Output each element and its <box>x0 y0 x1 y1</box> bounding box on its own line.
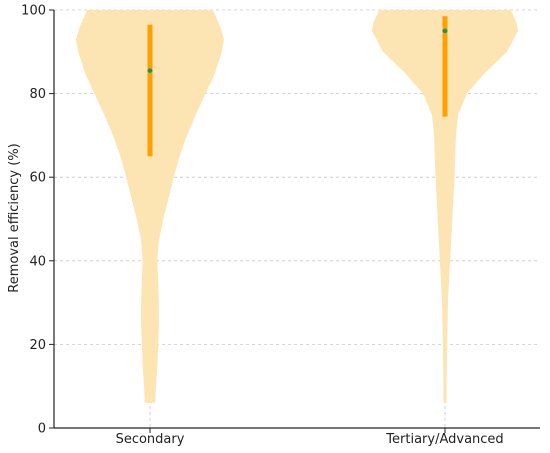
y-tick-label: 40 <box>29 254 46 269</box>
y-tick-label: 100 <box>21 4 46 19</box>
y-axis-label: Removal efficiency (%) <box>7 143 22 293</box>
iqr-bar <box>147 24 153 157</box>
iqr-bar <box>442 16 448 117</box>
y-tick-label: 0 <box>38 422 46 437</box>
x-ticks: Secondary Tertiary/Advanced <box>116 428 504 447</box>
y-tick-label: 60 <box>29 171 46 186</box>
y-tick-label: 80 <box>29 87 46 102</box>
axes <box>53 10 540 429</box>
violin-body <box>372 10 518 403</box>
median-marker <box>147 67 153 74</box>
x-tick-label: Secondary <box>116 432 185 447</box>
y-tick-label: 20 <box>29 338 46 353</box>
violin-body <box>76 10 224 403</box>
y-ticks: 0 20 40 60 80 100 <box>21 4 54 437</box>
x-tick-label: Tertiary/Advanced <box>385 432 503 447</box>
violins <box>76 10 518 403</box>
median-marker <box>442 27 448 34</box>
